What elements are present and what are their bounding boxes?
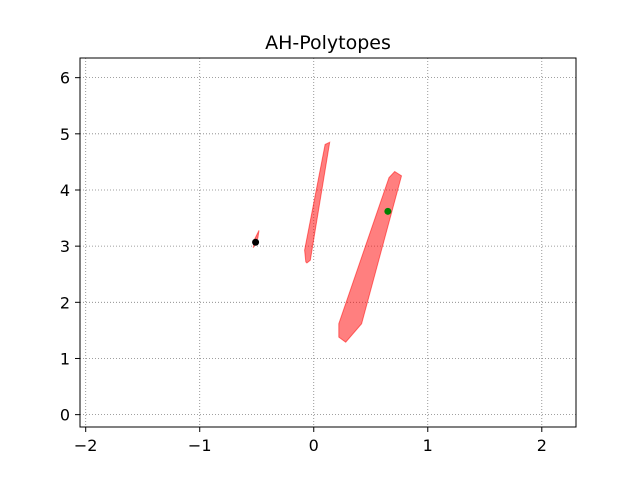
y-tick-label: 3	[60, 237, 70, 256]
y-tick-label: 2	[60, 293, 70, 312]
ticks: −2 −1 0 1 2 0 1 2 3 4 5 6	[60, 69, 547, 455]
plot-frame	[79, 57, 577, 428]
polytope-shape	[338, 170, 403, 343]
x-tick-label: 2	[537, 436, 547, 455]
polytopes	[252, 141, 403, 343]
points	[252, 207, 392, 246]
data-point	[384, 207, 392, 215]
grid	[80, 58, 576, 427]
x-tick-label: 0	[309, 436, 319, 455]
x-tick-label: −1	[188, 436, 212, 455]
data-point	[252, 238, 260, 246]
polytope-shape	[304, 141, 331, 264]
x-tick-label: 1	[423, 436, 433, 455]
y-tick-label: 1	[60, 349, 70, 368]
y-tick-label: 0	[60, 406, 70, 425]
chart-title: AH-Polytopes	[265, 32, 391, 54]
y-tick-label: 5	[60, 125, 70, 144]
x-tick-label: −2	[74, 436, 98, 455]
y-tick-label: 4	[60, 181, 70, 200]
y-tick-label: 6	[60, 69, 70, 88]
